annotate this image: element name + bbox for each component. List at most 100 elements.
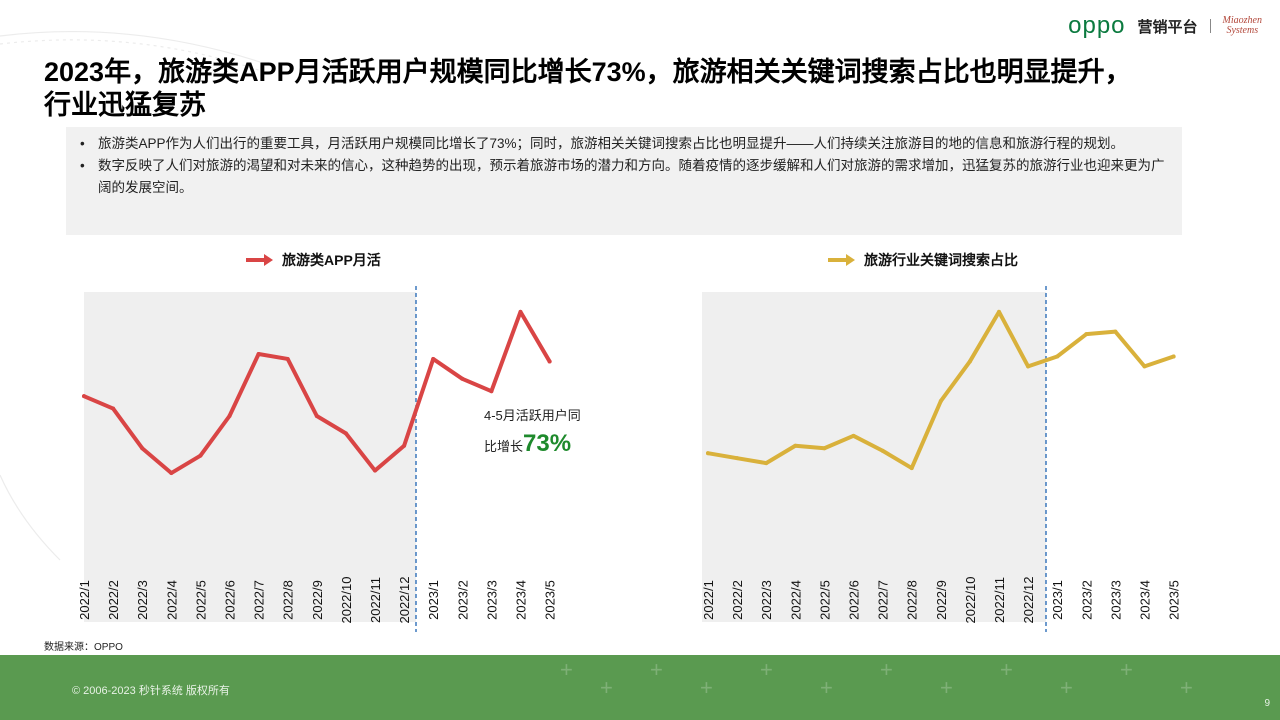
copyright: © 2006-2023 秒针系统 版权所有 — [72, 685, 230, 697]
x-tick-label: 2022/4 — [164, 580, 179, 620]
legend-app-mau: 旅游类APP月活 — [244, 250, 381, 270]
x-tick-label: 2022/1 — [701, 580, 716, 620]
data-point — [460, 376, 465, 381]
oppo-logo: oppo — [1068, 12, 1126, 39]
x-tick-label: 2023/2 — [455, 580, 470, 620]
data-point — [909, 466, 914, 471]
x-tick-label: 2023/3 — [484, 580, 499, 620]
x-tick-label: 2022/8 — [281, 580, 296, 620]
x-tick-label: 2023/2 — [1079, 580, 1094, 620]
page-title: 2023年，旅游类APP月活跃用户规模同比增长73%，旅游相关关键词搜索占比也明… — [44, 57, 1132, 120]
x-tick-label: 2022/9 — [934, 580, 949, 620]
data-point — [1055, 354, 1060, 359]
growth-annotation: 4-5月活跃用户同 比增长73% — [484, 402, 581, 461]
x-tick-label: 2022/6 — [847, 580, 862, 620]
x-tick-label: 2023/5 — [543, 580, 558, 620]
data-point — [169, 471, 174, 476]
summary-bullet: • 旅游类APP作为人们出行的重要工具，月活跃用户规模同比增长了73%；同时，旅… — [80, 133, 1170, 155]
data-point — [938, 399, 943, 404]
plus-decoration-icon: + — [1000, 657, 1013, 682]
data-point — [851, 433, 856, 438]
x-tick-label: 2023/1 — [426, 580, 441, 620]
data-point — [764, 461, 769, 466]
bullet-dot-icon: • — [80, 158, 85, 173]
data-point — [1171, 354, 1176, 359]
growth-highlight: 73% — [523, 430, 572, 457]
annotation-line2: 比增长73% — [484, 430, 581, 461]
data-point — [706, 451, 710, 456]
x-tick-label: 2022/5 — [817, 580, 832, 620]
x-tick-label: 2022/11 — [368, 577, 383, 623]
annotation-prefix: 比增长 — [484, 439, 524, 454]
x-tick-label: 2022/4 — [788, 580, 803, 620]
x-tick-label: 2022/10 — [339, 577, 354, 624]
data-point — [431, 356, 436, 361]
red-arrow-icon — [246, 254, 273, 266]
legend-label: 旅游行业关键词搜索占比 — [864, 252, 1018, 268]
x-tick-label: 2023/5 — [1167, 580, 1182, 620]
x-tick-label: 2022/1 — [77, 580, 92, 620]
data-point — [1113, 329, 1118, 334]
header: oppo 营销平台 Miaozhen Systems — [1068, 10, 1262, 42]
x-tick-label: 2022/8 — [905, 580, 920, 620]
plus-decoration-icon: + — [600, 675, 613, 700]
x-tick-label: 2022/11 — [992, 577, 1007, 623]
data-point — [822, 446, 827, 451]
platform-label: 营销平台 — [1137, 18, 1198, 36]
summary-box: • 旅游类APP作为人们出行的重要工具，月活跃用户规模同比增长了73%；同时，旅… — [66, 127, 1182, 235]
summary-bullet: • 数字反映了人们对旅游的渴望和对未来的信心，这种趋势的出现，预示着旅游市场的潜… — [80, 155, 1170, 199]
data-point — [111, 406, 116, 411]
shaded-region-2022 — [84, 292, 416, 622]
annotation-line1: 4-5月活跃用户同 — [484, 408, 581, 423]
header-divider — [1209, 19, 1211, 33]
data-point — [343, 431, 348, 436]
x-tick-label: 2022/3 — [759, 580, 774, 620]
bullet-text: 数字反映了人们对旅游的渴望和对未来的信心，这种趋势的出现，预示着旅游市场的潜力和… — [98, 158, 1165, 195]
charts-area: 2022/1 2022/2 2022/3 2022/4 2022/5 2022/6 2022… — [77, 286, 1182, 632]
x-tick-label: 2023/3 — [1108, 580, 1123, 620]
plus-decoration-icon: + — [940, 675, 953, 700]
legend-label: 旅游类APP月活 — [282, 252, 381, 268]
x-tick-label: 2022/12 — [397, 577, 412, 624]
data-point — [793, 443, 798, 448]
x-tick-label: 2022/9 — [310, 580, 325, 620]
footer: + + + + + + + + + + + + © 2006-2023 秒针系统… — [0, 655, 1280, 720]
data-point — [1142, 364, 1147, 369]
plus-decoration-icon: + — [650, 657, 663, 682]
bullet-text: 旅游类APP作为人们出行的重要工具，月活跃用户规模同比增长了73%；同时，旅游相… — [98, 136, 1125, 151]
data-point — [880, 448, 885, 453]
x-tick-label: 2022/7 — [876, 580, 891, 620]
shaded-region-2022 — [702, 292, 1046, 622]
miaozhen-logo-line2: Systems — [1226, 25, 1259, 36]
data-point — [967, 359, 972, 364]
x-tick-label: 2022/6 — [223, 580, 238, 620]
data-point — [198, 453, 203, 458]
gold-arrow-icon — [828, 254, 855, 266]
data-point — [1084, 332, 1089, 337]
plus-decoration-icon: + — [1060, 675, 1073, 700]
data-point — [518, 309, 523, 314]
data-point — [997, 309, 1001, 314]
data-point — [227, 414, 232, 418]
x-tick-label: 2022/2 — [106, 580, 121, 620]
x-tick-label: 2022/12 — [1021, 577, 1036, 624]
data-point — [547, 359, 552, 364]
bullet-dot-icon: • — [80, 136, 85, 151]
plus-decoration-icon: + — [760, 657, 773, 682]
plus-decoration-icon: + — [820, 675, 833, 700]
miaozhen-logo-line1: Miaozhen — [1222, 15, 1262, 26]
x-tick-label: 2022/2 — [730, 580, 745, 620]
data-point — [314, 414, 319, 418]
data-point — [402, 443, 407, 448]
page-number: 9 — [1264, 698, 1270, 709]
plus-decoration-icon: + — [1180, 675, 1193, 700]
miaozhen-logo: Miaozhen Systems — [1223, 16, 1262, 36]
x-tick-label: 2023/4 — [1138, 580, 1153, 620]
data-point — [1026, 364, 1031, 369]
data-point — [735, 456, 740, 461]
plus-decoration-icon: + — [1120, 657, 1133, 682]
data-source: 数据来源：OPPO — [44, 642, 123, 653]
data-point — [373, 468, 377, 473]
data-point — [285, 356, 290, 361]
data-point — [489, 389, 494, 394]
